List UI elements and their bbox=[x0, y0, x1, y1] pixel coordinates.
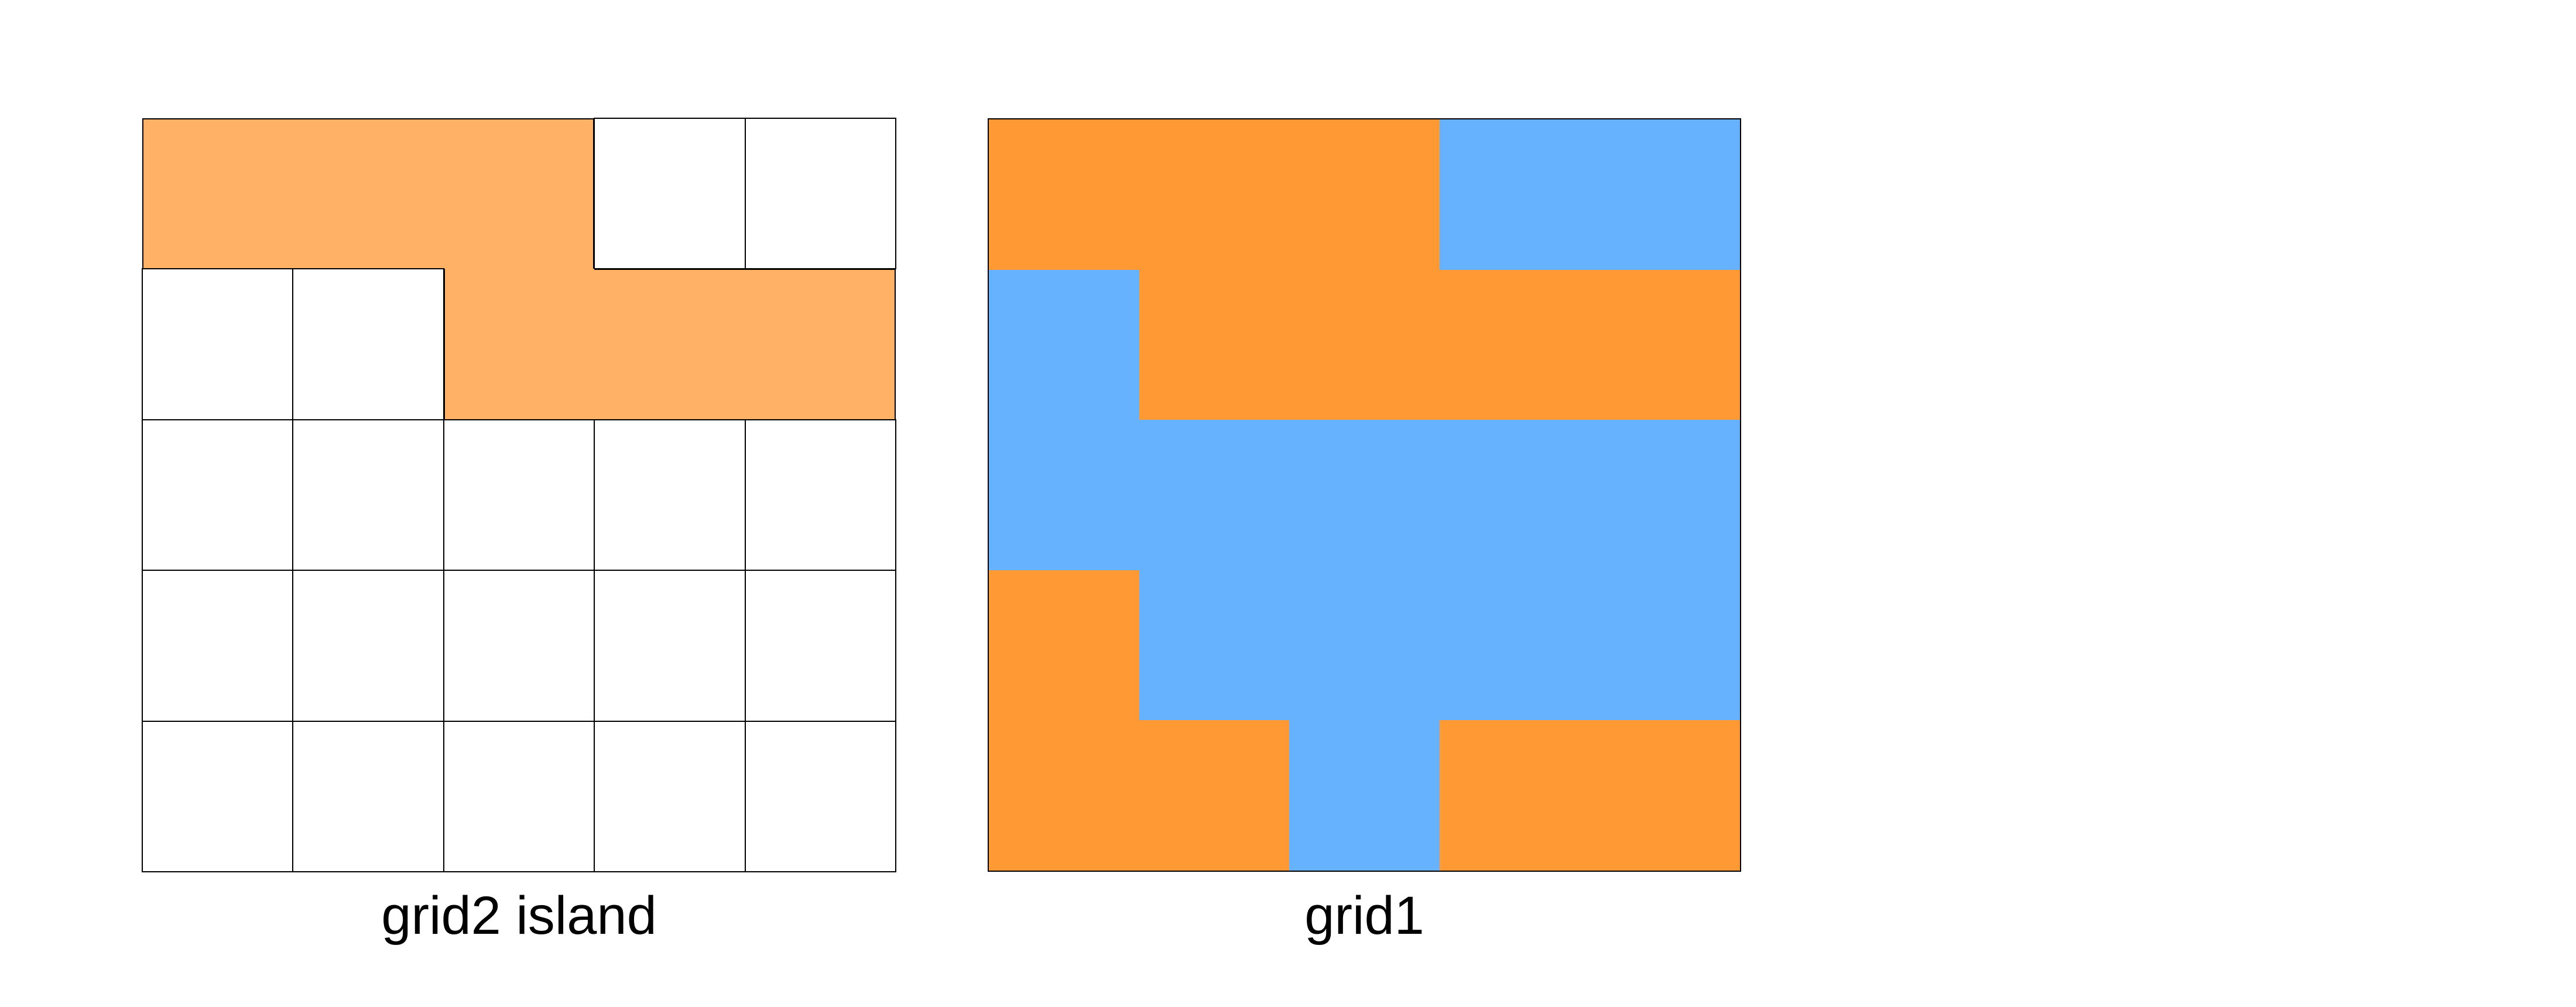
water-cell bbox=[1439, 119, 1590, 270]
land-cell bbox=[1139, 720, 1290, 871]
island-cell bbox=[745, 269, 896, 420]
grid1-panel bbox=[988, 118, 1741, 872]
land-cell bbox=[1439, 269, 1590, 420]
land-cell bbox=[1289, 269, 1440, 420]
land-cell bbox=[1139, 269, 1290, 420]
water-cell bbox=[1289, 720, 1440, 871]
empty-cell bbox=[594, 720, 746, 872]
land-cell bbox=[989, 119, 1139, 270]
grid1-grid bbox=[988, 118, 1741, 872]
empty-cell bbox=[292, 720, 444, 872]
empty-cell bbox=[292, 419, 444, 571]
empty-cell bbox=[594, 570, 746, 722]
empty-cell bbox=[443, 419, 595, 571]
empty-cell bbox=[142, 419, 294, 571]
water-cell bbox=[1139, 420, 1290, 570]
land-cell bbox=[1439, 720, 1590, 871]
empty-cell bbox=[744, 118, 896, 270]
land-cell bbox=[1590, 269, 1740, 420]
water-cell bbox=[1289, 420, 1440, 570]
water-cell bbox=[1139, 570, 1290, 721]
empty-cell bbox=[443, 720, 595, 872]
water-cell bbox=[1590, 570, 1740, 721]
empty-cell bbox=[744, 720, 896, 872]
island-cell bbox=[443, 269, 595, 420]
water-cell bbox=[1590, 119, 1740, 270]
empty-cell bbox=[292, 268, 444, 420]
empty-cell bbox=[292, 570, 444, 722]
land-cell bbox=[989, 570, 1139, 721]
empty-cell bbox=[142, 570, 294, 722]
empty-cell bbox=[142, 268, 294, 420]
empty-cell bbox=[594, 419, 746, 571]
empty-cell bbox=[744, 570, 896, 722]
grid2-island-panel bbox=[142, 118, 896, 872]
grid2-island-grid bbox=[142, 118, 896, 872]
water-cell bbox=[989, 269, 1139, 420]
water-cell bbox=[1439, 570, 1590, 721]
land-cell bbox=[1289, 119, 1440, 270]
island-cell bbox=[142, 118, 293, 269]
island-cell bbox=[443, 118, 595, 269]
water-cell bbox=[1289, 570, 1440, 721]
island-cell bbox=[594, 269, 745, 420]
empty-cell bbox=[594, 118, 746, 270]
water-cell bbox=[1590, 420, 1740, 570]
empty-cell bbox=[443, 570, 595, 722]
land-cell bbox=[1590, 720, 1740, 871]
empty-cell bbox=[142, 720, 294, 872]
land-cell bbox=[989, 720, 1139, 871]
water-cell bbox=[989, 420, 1139, 570]
water-cell bbox=[1439, 420, 1590, 570]
empty-cell bbox=[744, 419, 896, 571]
grid2-caption: grid2 island bbox=[381, 886, 657, 946]
island-cell bbox=[293, 118, 444, 269]
grid1-caption: grid1 bbox=[1304, 886, 1424, 946]
land-cell bbox=[1139, 119, 1290, 270]
